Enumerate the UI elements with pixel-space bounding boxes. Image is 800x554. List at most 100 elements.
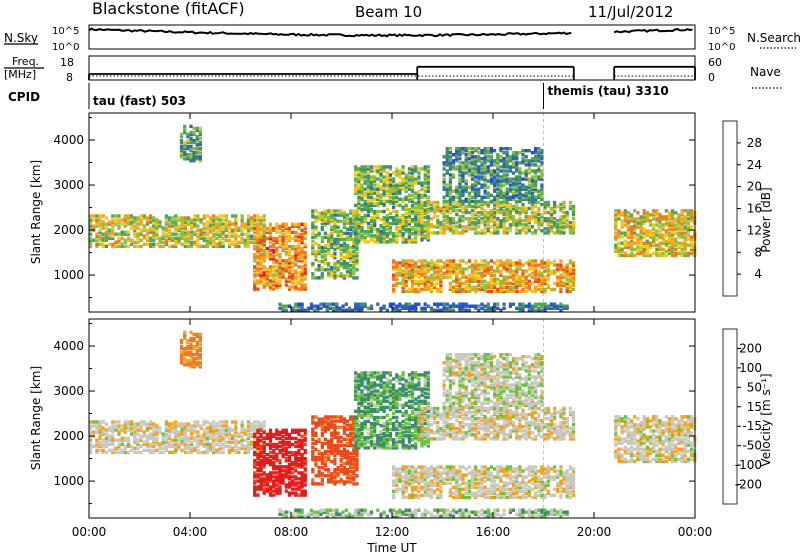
heatmap-cell bbox=[401, 213, 405, 218]
heatmap-cell bbox=[493, 195, 497, 199]
heatmap-cell bbox=[330, 233, 334, 237]
heatmap-cell bbox=[527, 273, 531, 277]
heatmap-cell bbox=[198, 338, 202, 343]
heatmap-cell bbox=[470, 185, 475, 189]
heatmap-cell bbox=[345, 270, 350, 274]
heatmap-cell bbox=[690, 235, 694, 239]
heatmap-cell bbox=[448, 217, 452, 221]
heatmap-cell bbox=[515, 195, 519, 199]
heatmap-cell bbox=[215, 216, 219, 220]
heatmap-cell bbox=[518, 231, 522, 235]
heatmap-cell bbox=[360, 185, 364, 189]
heatmap-cell bbox=[357, 308, 361, 312]
heatmap-cell bbox=[630, 239, 634, 243]
heatmap-cell bbox=[690, 219, 694, 223]
heatmap-cell bbox=[499, 159, 503, 163]
heatmap-cell bbox=[417, 275, 421, 279]
heatmap-cell bbox=[354, 203, 358, 208]
heatmap-cell bbox=[445, 187, 449, 191]
heatmap-cell bbox=[439, 277, 443, 281]
heatmap-cell bbox=[407, 275, 411, 279]
heatmap-cell bbox=[455, 167, 459, 171]
heatmap-cell bbox=[553, 204, 557, 209]
heatmap-cell bbox=[505, 285, 509, 289]
heatmap-cell bbox=[192, 344, 196, 349]
heatmap-cell bbox=[303, 224, 307, 228]
heatmap-cell bbox=[467, 185, 471, 189]
heatmap-cell bbox=[333, 237, 337, 242]
heatmap-cell bbox=[306, 306, 310, 310]
heatmap-cell bbox=[89, 224, 93, 228]
heatmap-cell bbox=[265, 246, 269, 251]
heatmap-cell bbox=[502, 161, 506, 165]
heatmap-cell bbox=[349, 219, 353, 223]
heatmap-cell bbox=[515, 193, 519, 197]
heatmap-cell bbox=[256, 240, 260, 245]
heatmap-cell bbox=[208, 436, 213, 440]
heatmap-cell bbox=[467, 217, 471, 221]
heatmap-cell bbox=[483, 151, 487, 155]
heatmap-cell bbox=[537, 212, 541, 217]
heatmap-cell bbox=[407, 195, 411, 199]
heatmap-cell bbox=[354, 165, 358, 169]
heatmap-cell bbox=[278, 226, 282, 231]
heatmap-cell bbox=[540, 263, 544, 267]
heatmap-cell bbox=[111, 230, 115, 234]
heatmap-cell bbox=[474, 193, 478, 197]
heatmap-cell bbox=[369, 230, 374, 234]
heatmap-cell bbox=[101, 242, 105, 246]
heatmap-cell bbox=[330, 243, 334, 248]
heatmap-cell bbox=[123, 220, 127, 224]
heatmap-cell bbox=[355, 243, 359, 248]
heatmap-cell bbox=[284, 473, 288, 477]
heatmap-cell bbox=[179, 149, 184, 153]
heatmap-cell bbox=[392, 177, 396, 181]
heatmap-cell bbox=[556, 269, 560, 273]
heatmap-cell bbox=[467, 265, 471, 269]
heatmap-cell bbox=[265, 473, 269, 477]
heatmap-cell bbox=[272, 251, 276, 255]
heatmap-cell bbox=[272, 287, 276, 291]
heatmap-cell bbox=[417, 229, 421, 233]
heatmap-cell bbox=[262, 228, 266, 232]
heatmap-cell bbox=[392, 240, 396, 244]
heatmap-cell bbox=[259, 469, 263, 473]
heatmap-cell bbox=[240, 232, 244, 236]
heatmap-cell bbox=[294, 259, 298, 263]
heatmap-cell bbox=[179, 359, 184, 363]
heatmap-cell bbox=[139, 244, 143, 249]
heatmap-cell bbox=[674, 223, 678, 227]
heatmap-cell bbox=[530, 304, 535, 308]
heatmap-cell bbox=[474, 265, 478, 269]
nave-tick-top: 60 bbox=[708, 56, 722, 69]
heatmap-cell bbox=[382, 167, 386, 171]
heatmap-cell bbox=[193, 430, 197, 434]
heatmap-cell bbox=[620, 249, 624, 253]
heatmap-cell bbox=[333, 253, 337, 258]
heatmap-cell bbox=[467, 147, 471, 151]
heatmap-cell bbox=[502, 208, 506, 213]
heatmap-cell bbox=[265, 226, 269, 231]
heatmap-cell bbox=[342, 276, 346, 280]
cpid-label: CPID bbox=[8, 90, 40, 104]
heatmap-cell bbox=[385, 232, 389, 236]
heatmap-cell bbox=[186, 428, 190, 432]
heatmap-cell bbox=[410, 217, 415, 222]
heatmap-cell bbox=[376, 183, 380, 187]
heatmap-cell bbox=[352, 221, 356, 225]
heatmap-cell bbox=[177, 240, 181, 244]
heatmap-cell bbox=[126, 232, 131, 236]
heatmap-cell bbox=[410, 205, 415, 210]
heatmap-cell bbox=[623, 209, 627, 213]
heatmap-cell bbox=[142, 430, 146, 434]
heatmap-cell bbox=[186, 236, 190, 240]
heatmap-cell bbox=[486, 217, 490, 221]
heatmap-cell bbox=[511, 161, 516, 165]
heatmap-cell bbox=[486, 223, 490, 227]
heatmap-cell bbox=[571, 223, 576, 227]
heatmap-cell bbox=[303, 267, 307, 271]
heatmap-cell bbox=[499, 219, 503, 223]
heatmap-cell bbox=[360, 165, 364, 169]
heatmap-cell bbox=[149, 220, 153, 224]
heatmap-cell bbox=[502, 279, 506, 283]
